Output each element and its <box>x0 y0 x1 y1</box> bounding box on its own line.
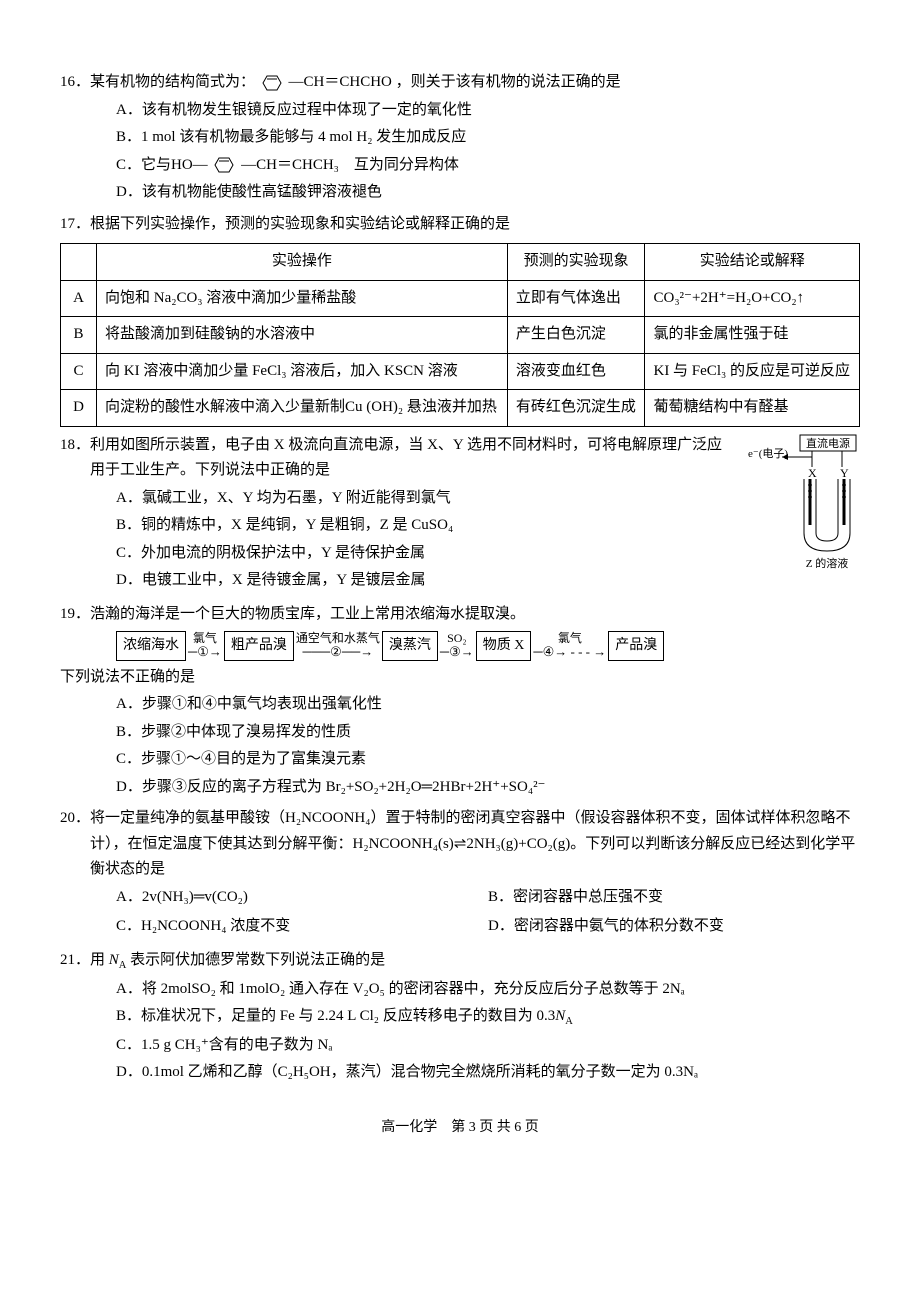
q16-stem-b: —CH＝CHCHO ，则关于该有机物的说法正确的是 <box>289 74 621 90</box>
q21-opt-b: B．标准状况下，足量的 Fe 与 2.24 L Cl₂ 反应转移电子的数目为 0… <box>116 1004 860 1031</box>
cell: KI 与 FeCl₃ 的反应是可逆反应 <box>645 353 860 390</box>
q16-opt-a: A．该有机物发生银镜反应过程中体现了一定的氧化性 <box>116 98 860 124</box>
electrolysis-icon: 直流电源 e⁻(电子) X Y Z 的溶液 <box>730 433 860 573</box>
q19-opt-d: D．步骤③反应的离子方程式为 Br₂+SO₂+2H₂O═2HBr+2H⁺+SO₄… <box>116 775 860 801</box>
flow-node: 浓缩海水 <box>116 631 186 661</box>
q18-figure: 直流电源 e⁻(电子) X Y Z 的溶液 <box>730 433 860 583</box>
cell: CO₃²⁻+2H⁺=H₂O+CO₂↑ <box>645 280 860 317</box>
cell: D <box>61 390 97 427</box>
flow-arrow: 氯气─①→ <box>188 632 222 659</box>
table-row: 实验操作 预测的实验现象 实验结论或解释 <box>61 244 860 281</box>
fig-top: 直流电源 <box>806 436 850 450</box>
flow-node: 产品溴 <box>608 631 664 661</box>
q16-stem-a: 某有机物的结构简式为： <box>90 74 255 90</box>
q18-stem: 利用如图所示装置，电子由 X 极流向直流电源，当 X、Y 选用不同材料时，可将电… <box>90 433 724 484</box>
cell: 葡萄糖结构中有醛基 <box>645 390 860 427</box>
flow-node: 粗产品溴 <box>224 631 294 661</box>
q17-h1: 实验操作 <box>97 244 508 281</box>
q20-opt-d: D．密闭容器中氨气的体积分数不变 <box>488 914 860 940</box>
q21-na: N <box>109 952 119 968</box>
table-row: A 向饱和 Na₂CO₃ 溶液中滴加少量稀盐酸 立即有气体逸出 CO₃²⁻+2H… <box>61 280 860 317</box>
flow-node: 溴蒸汽 <box>382 631 438 661</box>
q20-stem: 将一定量纯净的氨基甲酸铵（H₂NCOONH₄）置于特制的密闭真空容器中（假设容器… <box>90 806 860 883</box>
q18-num: 18． <box>60 433 90 484</box>
q19-stem: 浩瀚的海洋是一个巨大的物质宝库，工业上常用浓缩海水提取溴。 <box>90 602 860 628</box>
q21-opt-a: A．将 2molSO₂ 和 1molO₂ 通入存在 V₂O₅ 的密闭容器中，充分… <box>116 977 860 1003</box>
question-17: 17． 根据下列实验操作，预测的实验现象和实验结论或解释正确的是 <box>60 212 860 238</box>
arrow-bot: ④ <box>543 644 555 659</box>
table-row: D 向淀粉的酸性水解液中滴入少量新制Cu (OH)₂ 悬浊液并加热 有砖红色沉淀… <box>61 390 860 427</box>
q16-num: 16． <box>60 70 90 96</box>
q16-opt-c-a: C．它与HO— <box>116 157 208 173</box>
cell: 溶液变血红色 <box>507 353 645 390</box>
q17-num: 17． <box>60 212 90 238</box>
q16-stem: 某有机物的结构简式为： —CH＝CHCHO ，则关于该有机物的说法正确的是 <box>90 70 860 96</box>
question-20: 20． 将一定量纯净的氨基甲酸铵（H₂NCOONH₄）置于特制的密闭真空容器中（… <box>60 806 860 942</box>
q19-opt-b: B．步骤②中体现了溴易挥发的性质 <box>116 720 860 746</box>
q21-stem-b: 表示阿伏加德罗常数下列说法正确的是 <box>126 952 385 968</box>
cell: 产生白色沉淀 <box>507 317 645 354</box>
q19-num: 19． <box>60 602 90 628</box>
table-row: C 向 KI 溶液中滴加少量 FeCl₃ 溶液后，加入 KSCN 溶液 溶液变血… <box>61 353 860 390</box>
q20-opt-c: C．H₂NCOONH₄ 浓度不变 <box>116 914 488 940</box>
cell: 向淀粉的酸性水解液中滴入少量新制Cu (OH)₂ 悬浊液并加热 <box>97 390 508 427</box>
flow-node: 物质 X <box>476 631 532 661</box>
cell: 氯的非金属性强于硅 <box>645 317 860 354</box>
fig-z: Z 的溶液 <box>806 556 848 570</box>
question-19: 19． 浩瀚的海洋是一个巨大的物质宝库，工业上常用浓缩海水提取溴。 浓缩海水 氯… <box>60 602 860 801</box>
benzene-icon <box>259 74 285 92</box>
flow-arrow: 氯气─④→ - - - → <box>533 632 606 659</box>
q20-num: 20． <box>60 806 90 883</box>
q19-flow: 浓缩海水 氯气─①→ 粗产品溴 通空气和水蒸气───②──→ 溴蒸汽 SO₂─③… <box>60 631 860 661</box>
cell: A <box>61 280 97 317</box>
cell: 向 KI 溶液中滴加少量 FeCl₃ 溶液后，加入 KSCN 溶液 <box>97 353 508 390</box>
q19-sub: 下列说法不正确的是 <box>60 665 860 691</box>
question-18: 直流电源 e⁻(电子) X Y Z 的溶液 18． 利用如图所示装置，电子由 X… <box>60 433 860 596</box>
q21-opt-b-a: B．标准状况下，足量的 Fe 与 2.24 L Cl₂ 反应转移电子的数目为 0… <box>116 1008 555 1024</box>
q21-b-nasub: A <box>565 1016 573 1027</box>
q17-h2: 预测的实验现象 <box>507 244 645 281</box>
cell: 立即有气体逸出 <box>507 280 645 317</box>
question-16: 16． 某有机物的结构简式为： —CH＝CHCHO ，则关于该有机物的说法正确的… <box>60 70 860 206</box>
q17-h3: 实验结论或解释 <box>645 244 860 281</box>
q20-opt-a: A．2v(NH₃)═v(CO₂) <box>116 885 488 911</box>
q21-opt-c: C．1.5 g CH₃⁺含有的电子数为 Nₐ <box>116 1033 860 1059</box>
q16-opt-c: C．它与HO— —CH＝CHCH₃ 互为同分异构体 <box>116 153 860 179</box>
cell: B <box>61 317 97 354</box>
question-21: 21． 用 NA 表示阿伏加德罗常数下列说法正确的是 A．将 2molSO₂ 和… <box>60 948 860 1086</box>
q21-stem-a: 用 <box>90 952 109 968</box>
q17-h0 <box>61 244 97 281</box>
q20-opt-b: B．密闭容器中总压强不变 <box>488 885 860 911</box>
arrow-bot: ② <box>330 644 342 659</box>
q21-num: 21． <box>60 948 90 975</box>
cell: C <box>61 353 97 390</box>
flow-arrow: SO₂─③→ <box>440 632 474 659</box>
q17-table: 实验操作 预测的实验现象 实验结论或解释 A 向饱和 Na₂CO₃ 溶液中滴加少… <box>60 243 860 427</box>
benzene-icon <box>211 156 237 174</box>
cell: 将盐酸滴加到硅酸钠的水溶液中 <box>97 317 508 354</box>
table-row: B 将盐酸滴加到硅酸钠的水溶液中 产生白色沉淀 氯的非金属性强于硅 <box>61 317 860 354</box>
arrow-bot: ① <box>197 644 209 659</box>
q21-stem: 用 NA 表示阿伏加德罗常数下列说法正确的是 <box>90 948 860 975</box>
q16-opt-b: B．1 mol 该有机物最多能够与 4 mol H₂ 发生加成反应 <box>116 125 860 151</box>
q17-stem: 根据下列实验操作，预测的实验现象和实验结论或解释正确的是 <box>90 212 860 238</box>
cell: 向饱和 Na₂CO₃ 溶液中滴加少量稀盐酸 <box>97 280 508 317</box>
fig-y: Y <box>840 466 849 480</box>
flow-arrow: 通空气和水蒸气───②──→ <box>296 632 380 659</box>
q16-opt-d: D．该有机物能使酸性高锰酸钾溶液褪色 <box>116 180 860 206</box>
fig-e: e⁻(电子) <box>748 447 788 460</box>
q21-b-na: N <box>555 1008 565 1024</box>
cell: 有砖红色沉淀生成 <box>507 390 645 427</box>
fig-x: X <box>808 466 817 480</box>
page-footer: 高一化学 第 3 页 共 6 页 <box>60 1116 860 1140</box>
q21-opt-d: D．0.1mol 乙烯和乙醇（C₂H₅OH，蒸汽）混合物完全燃烧所消耗的氧分子数… <box>116 1060 860 1086</box>
q16-opt-c-b: —CH＝CHCH₃ 互为同分异构体 <box>241 157 459 173</box>
arrow-bot: ③ <box>449 644 461 659</box>
q19-opt-a: A．步骤①和④中氯气均表现出强氧化性 <box>116 692 860 718</box>
q19-opt-c: C．步骤①～④目的是为了富集溴元素 <box>116 747 860 773</box>
